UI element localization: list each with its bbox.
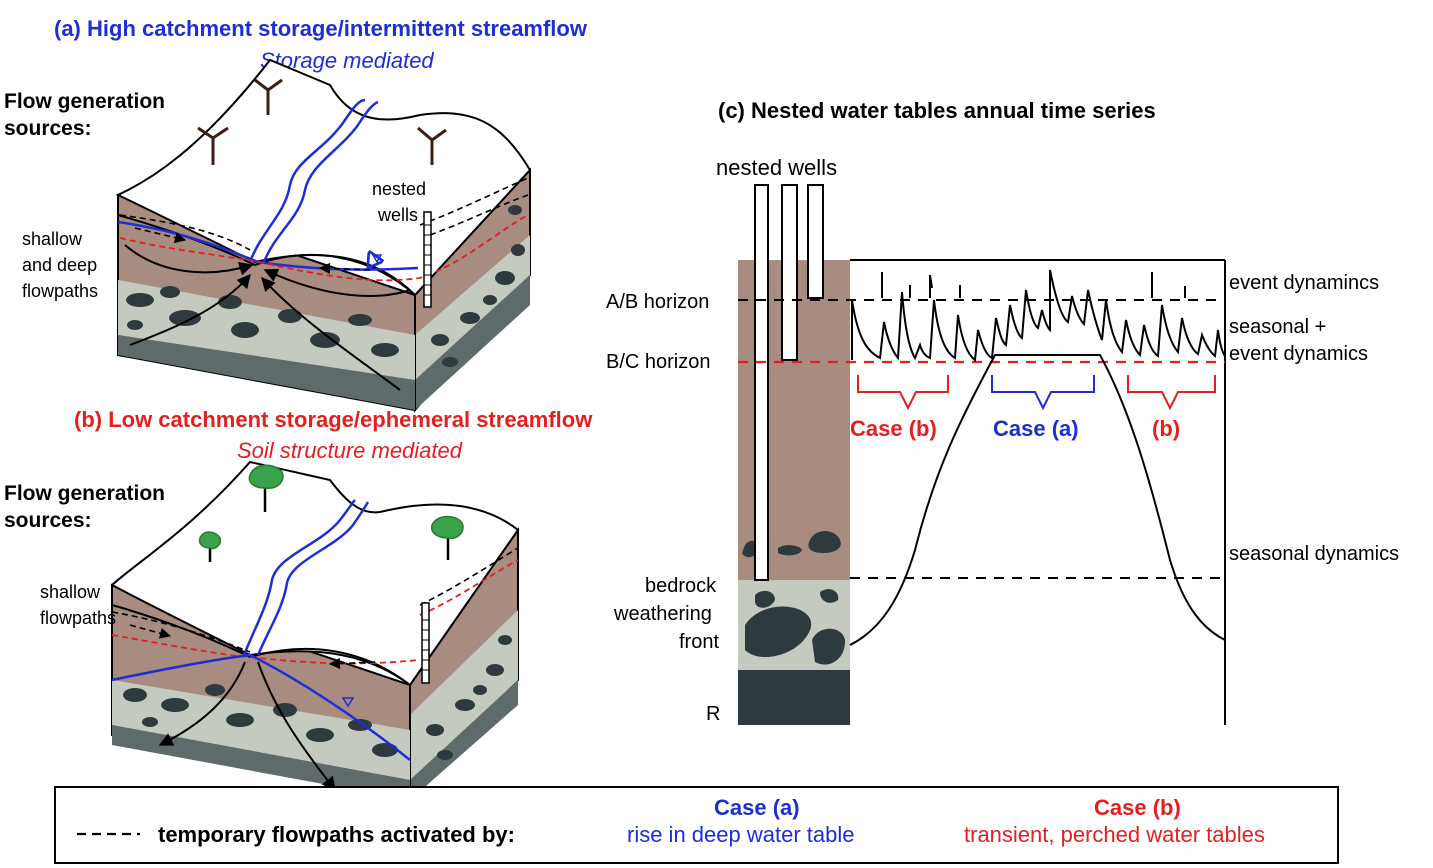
case-b-left-label: Case (b) [850, 416, 937, 441]
event-dynamics-label: event dynamincs [1229, 272, 1379, 294]
panel-b-sources-line2: sources: [4, 509, 92, 532]
case-b-right-bracket [1127, 375, 1216, 411]
panel-b-sources-line1: Flow generation [4, 482, 165, 505]
legend: temporary flowpaths activated by: Case (… [54, 786, 1339, 864]
seasonal-event-label-1: seasonal + [1229, 316, 1326, 338]
ab-horizon-label: A/B horizon [606, 291, 709, 313]
panel-a-flowpaths-label-3: flowpaths [22, 281, 98, 301]
event-spikes-top [881, 272, 1186, 298]
panel-a-flowpaths-label-2: and deep [22, 255, 97, 275]
bedrock-label-2: weathering [613, 603, 712, 625]
panel-b-subtitle: Soil structure mediated [237, 438, 463, 463]
legend-case-a-desc: rise in deep water table [627, 822, 854, 847]
r-label: R [706, 703, 720, 725]
panel-a-sources-line2: sources: [4, 117, 92, 140]
panel-b-flowpaths-label-2: flowpaths [40, 608, 116, 628]
case-b-left-bracket [857, 375, 949, 411]
panel-c: (c) Nested water tables annual time seri… [606, 98, 1399, 725]
panel-a: (a) High catchment storage/intermittent … [4, 16, 588, 413]
legend-case-b-title: Case (b) [1094, 795, 1181, 820]
case-a-bracket [991, 375, 1095, 411]
panel-c-title: (c) Nested water tables annual time seri… [718, 98, 1156, 123]
case-a-label: Case (a) [993, 416, 1079, 441]
legend-case-b-desc: transient, perched water tables [964, 822, 1265, 847]
case-b-right-label: (b) [1152, 416, 1180, 441]
legend-dash-text: temporary flowpaths activated by: [158, 822, 515, 847]
panel-a-flowpaths-label-1: shallow [22, 229, 83, 249]
sawtooth-series [851, 269, 1226, 362]
block-diagram-b [110, 460, 520, 803]
panel-b-title: (b) Low catchment storage/ephemeral stre… [74, 407, 593, 432]
panel-a-sources-line1: Flow generation [4, 90, 165, 113]
panel-a-wells-label-1: nested [372, 179, 426, 199]
panel-b: (b) Low catchment storage/ephemeral stre… [4, 407, 593, 803]
bc-horizon-label: B/C horizon [606, 351, 711, 373]
nested-wells-label: nested wells [716, 155, 837, 180]
bedrock-label-3: front [679, 631, 719, 653]
panel-a-wells-label-2: wells [377, 205, 418, 225]
block-diagram-a [115, 58, 532, 413]
bedrock-label-1: bedrock [645, 575, 717, 597]
seasonal-event-label-2: event dynamics [1229, 343, 1368, 365]
seasonal-dynamics-label: seasonal dynamics [1229, 543, 1399, 565]
panel-a-title: (a) High catchment storage/intermittent … [54, 16, 588, 41]
nested-wells [754, 184, 824, 581]
panel-b-flowpaths-label-1: shallow [40, 582, 101, 602]
tree-icon [198, 464, 464, 562]
legend-case-a-title: Case (a) [714, 795, 800, 820]
